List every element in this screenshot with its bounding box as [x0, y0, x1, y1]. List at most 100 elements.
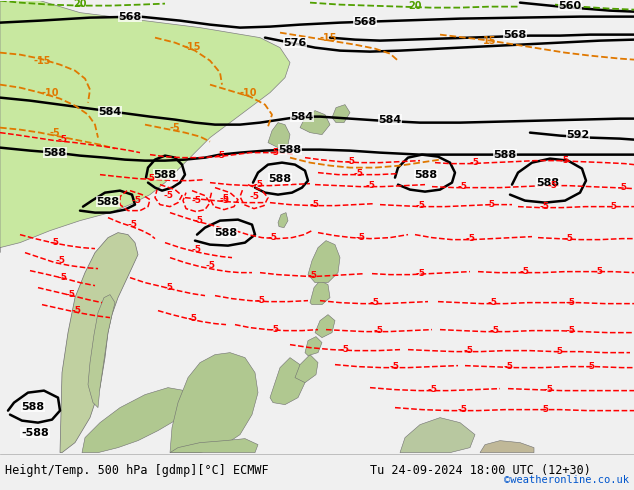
Text: -5: -5	[365, 181, 375, 190]
Text: -5: -5	[355, 233, 365, 242]
Text: -5: -5	[457, 405, 467, 414]
Text: -5: -5	[565, 326, 575, 335]
Text: -5: -5	[192, 196, 202, 205]
Text: -5: -5	[565, 298, 575, 307]
Text: -5: -5	[345, 157, 355, 166]
Text: -5: -5	[267, 233, 277, 242]
Text: -15: -15	[320, 33, 337, 43]
Text: -5: -5	[205, 261, 215, 270]
Text: -5: -5	[310, 200, 320, 209]
Text: 560: 560	[559, 0, 581, 11]
Text: -5: -5	[49, 127, 60, 138]
Polygon shape	[170, 353, 258, 453]
Text: -15: -15	[33, 56, 51, 66]
Text: 588: 588	[214, 228, 238, 238]
Text: -5: -5	[339, 345, 349, 354]
Text: 588: 588	[153, 170, 176, 180]
Text: -5: -5	[127, 220, 137, 229]
Text: 588: 588	[44, 147, 67, 158]
Text: 20: 20	[408, 0, 422, 11]
Text: Tu 24-09-2024 18:00 UTC (12+30): Tu 24-09-2024 18:00 UTC (12+30)	[370, 464, 591, 477]
Polygon shape	[315, 315, 335, 338]
Text: -5: -5	[65, 290, 75, 299]
Text: -5: -5	[219, 194, 229, 203]
Text: -5: -5	[490, 326, 500, 335]
Text: -5: -5	[192, 245, 202, 254]
Polygon shape	[295, 355, 318, 383]
Text: 584: 584	[378, 115, 401, 124]
Text: -5: -5	[560, 156, 570, 165]
Text: -5: -5	[249, 192, 259, 201]
Text: -5: -5	[503, 362, 513, 371]
Text: 588: 588	[493, 149, 517, 160]
Polygon shape	[278, 213, 288, 228]
Text: -15: -15	[183, 42, 201, 51]
Text: -5: -5	[415, 201, 425, 210]
Text: -5: -5	[187, 314, 197, 323]
Text: 568: 568	[353, 17, 377, 26]
Polygon shape	[310, 281, 330, 305]
Text: -5: -5	[487, 298, 497, 307]
Text: -5: -5	[163, 191, 173, 200]
Text: -5: -5	[369, 298, 379, 307]
Text: -5: -5	[50, 238, 60, 247]
Text: 592: 592	[566, 130, 590, 140]
Text: -5: -5	[270, 325, 280, 334]
Polygon shape	[308, 241, 340, 283]
Polygon shape	[400, 417, 475, 453]
Text: -5: -5	[457, 182, 467, 191]
Text: -588: -588	[21, 428, 49, 438]
Text: 568: 568	[119, 12, 141, 22]
Text: -10: -10	[41, 88, 59, 98]
Text: -5: -5	[415, 269, 425, 278]
Text: -5: -5	[540, 202, 550, 211]
Text: 584: 584	[98, 107, 122, 117]
Text: -5: -5	[607, 202, 617, 211]
Text: -5: -5	[253, 180, 263, 189]
Text: 588: 588	[415, 170, 437, 180]
Text: -5: -5	[57, 273, 67, 282]
Text: -5: -5	[463, 346, 473, 355]
Text: -5: -5	[593, 267, 603, 276]
Polygon shape	[268, 122, 290, 147]
Polygon shape	[270, 358, 305, 405]
Polygon shape	[60, 233, 138, 453]
Text: 568: 568	[503, 29, 527, 40]
Text: 588: 588	[268, 173, 292, 184]
Text: 588: 588	[22, 402, 44, 412]
Text: -5: -5	[270, 148, 280, 157]
Text: -5: -5	[215, 151, 225, 160]
Text: -5: -5	[485, 200, 495, 209]
Text: -5: -5	[427, 385, 437, 394]
Text: 15: 15	[483, 36, 497, 46]
Polygon shape	[480, 441, 534, 453]
Text: -5: -5	[470, 158, 480, 167]
Text: -5: -5	[307, 271, 317, 280]
Text: 20: 20	[74, 0, 87, 9]
Text: -5: -5	[163, 283, 173, 292]
Text: 588: 588	[278, 145, 302, 155]
Text: ©weatheronline.co.uk: ©weatheronline.co.uk	[504, 475, 629, 485]
Polygon shape	[82, 388, 195, 453]
Polygon shape	[305, 337, 322, 356]
Polygon shape	[0, 0, 290, 253]
Text: -5: -5	[543, 385, 553, 394]
Text: -5: -5	[55, 256, 65, 265]
Text: Height/Temp. 500 hPa [gdmp][°C] ECMWF: Height/Temp. 500 hPa [gdmp][°C] ECMWF	[5, 464, 269, 477]
Text: 588: 588	[536, 177, 560, 188]
Text: 588: 588	[96, 196, 120, 207]
Text: -5: -5	[131, 196, 141, 205]
Polygon shape	[332, 105, 350, 122]
Text: -5: -5	[57, 135, 67, 144]
Text: 584: 584	[290, 112, 314, 122]
Text: -5: -5	[255, 296, 265, 305]
Text: -5: -5	[540, 405, 550, 414]
Text: -5: -5	[170, 122, 181, 133]
Text: -5: -5	[373, 326, 383, 335]
Text: -5: -5	[353, 169, 363, 178]
Text: -5: -5	[553, 347, 563, 356]
Text: -5: -5	[193, 216, 203, 225]
Text: -5: -5	[617, 183, 627, 192]
Text: -5: -5	[145, 174, 155, 183]
Polygon shape	[170, 439, 258, 453]
